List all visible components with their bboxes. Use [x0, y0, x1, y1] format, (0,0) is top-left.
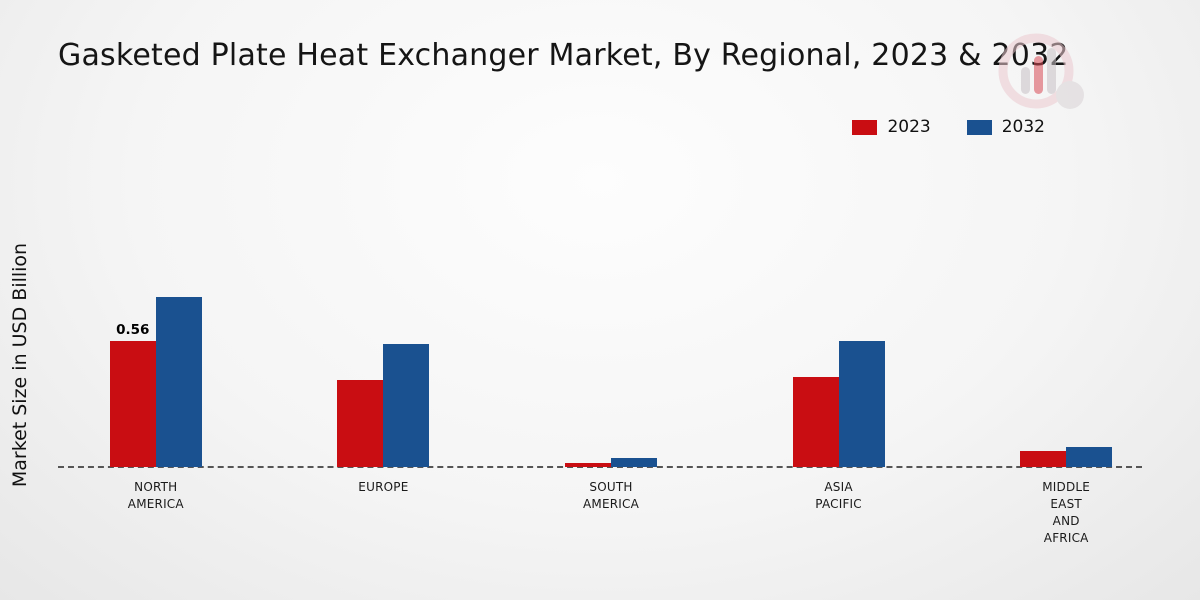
- dashed-zero-line: [58, 466, 1142, 468]
- bar-group-north-america: 0.56 NORTH AMERICA: [109, 227, 202, 511]
- bar-group-europe: EUROPE: [337, 227, 430, 494]
- bar-pair: [792, 341, 885, 467]
- footer-navy-band: [0, 592, 1200, 600]
- legend-item-2023[interactable]: 2023: [852, 117, 931, 137]
- bar-value-label: 0.56: [116, 322, 150, 338]
- bar-2023-middle-east-and-africa[interactable]: [1020, 451, 1067, 467]
- y-axis-label: Market Size in USD Billion: [9, 242, 31, 488]
- legend-label-2032: 2032: [1001, 117, 1045, 137]
- bar-2023-asia-pacific[interactable]: [792, 377, 839, 467]
- bar-pair: 0.56: [109, 297, 202, 467]
- bar-chart-icon: [998, 33, 1084, 109]
- chart-title: Gasketed Plate Heat Exchanger Market, By…: [58, 38, 1069, 73]
- bar-2023-north-america[interactable]: 0.56: [109, 322, 156, 467]
- bar-group-middle-east-and-africa: MIDDLE EAST AND AFRICA: [1020, 227, 1113, 545]
- bar-2032-middle-east-and-africa[interactable]: [1066, 447, 1113, 467]
- x-axis-category-label: NORTH AMERICA: [127, 480, 184, 511]
- bar-group-south-america: SOUTH AMERICA: [564, 227, 657, 511]
- x-axis-category-label: EUROPE: [358, 480, 409, 494]
- bar-2032-south-america[interactable]: [610, 458, 657, 467]
- legend-label-2023: 2023: [887, 117, 931, 137]
- bar-2032-north-america[interactable]: [155, 297, 202, 467]
- bar-2023-europe[interactable]: [337, 380, 384, 467]
- plot-area: 0.56 NORTH AMERICA EUROPE SOUTH AMERICA ASIA PA…: [42, 227, 1180, 545]
- brand-logo-watermark: [996, 28, 1088, 118]
- x-axis-category-label: ASIA PACIFIC: [815, 480, 862, 511]
- bar-2032-europe[interactable]: [383, 344, 430, 467]
- legend-swatch-2023: [852, 119, 878, 135]
- legend-swatch-2032: [966, 119, 992, 135]
- bar-pair: [1020, 447, 1113, 467]
- bar-pair: [564, 458, 657, 467]
- bar-2023-south-america[interactable]: [564, 463, 611, 467]
- legend: 2023 2032: [852, 117, 1045, 137]
- legend-item-2032[interactable]: 2032: [966, 117, 1045, 137]
- bar-group-asia-pacific: ASIA PACIFIC: [792, 227, 885, 511]
- x-axis-category-label: MIDDLE EAST AND AFRICA: [1042, 480, 1091, 545]
- footer-red-band: [0, 577, 1200, 592]
- x-axis-category-label: SOUTH AMERICA: [582, 480, 639, 511]
- bar-2032-asia-pacific[interactable]: [838, 341, 885, 467]
- bar-pair: [337, 344, 430, 467]
